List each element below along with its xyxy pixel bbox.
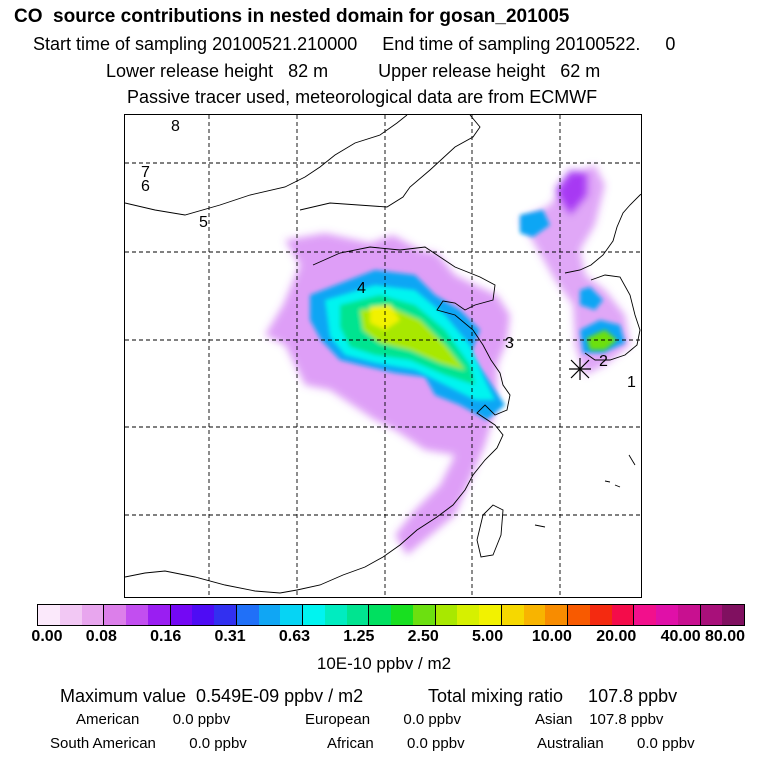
map-panel: 8 7 6 5 4 3 2 1 (124, 114, 642, 598)
upper-release-height: Upper release height 62 m (378, 61, 601, 81)
colorbar (37, 604, 745, 626)
trajectory-label-1: 1 (627, 374, 636, 391)
plot-title: CO source contributions in nested domain… (14, 6, 570, 27)
trajectory-label-7: 7 (141, 164, 150, 181)
colorbar-tick-label: 10.00 (531, 628, 572, 645)
trajectory-label-6: 6 (141, 178, 150, 195)
colorbar-segment (501, 605, 524, 625)
receptor-marker (569, 358, 591, 380)
colorbar-segment (677, 605, 701, 625)
colorbar-tick-label: 0.31 (214, 628, 246, 645)
colorbar-segment (479, 605, 502, 625)
colorbar-segment (214, 605, 237, 625)
colorbar-segment (523, 605, 546, 625)
total-mixing-ratio: Total mixing ratio 107.8 ppbv (428, 686, 678, 706)
japan-islands (534, 454, 636, 528)
colorbar-tick-label: 1.25 (343, 628, 375, 645)
colorbar-tick-label: 0.63 (278, 628, 311, 645)
colorbar-segment (59, 605, 82, 625)
colorbar-segment (412, 605, 436, 625)
end-time: End time of sampling 20100522. 0 (382, 34, 676, 54)
colorbar-tick-label: 20.00 (596, 628, 637, 645)
colorbar-tick-label: 80.00 (704, 628, 746, 645)
colorbar-segment (568, 605, 590, 625)
asian-contribution: Asian 107.8 ppbv (535, 711, 664, 728)
colorbar-segment (457, 605, 479, 625)
bohai-coast (125, 246, 511, 594)
colorbar-segment (634, 605, 656, 625)
max-value: Maximum value 0.549E-09 ppbv / m2 (60, 686, 364, 706)
colorbar-segment (81, 605, 105, 625)
colorbar-tick-label: 0.16 (150, 628, 182, 645)
colorbar-segment (700, 605, 723, 625)
european-contribution: European 0.0 ppbv (305, 711, 461, 728)
colorbar-segment (170, 605, 193, 625)
trajectory-label-8: 8 (171, 118, 180, 135)
colorbar-segment (303, 605, 325, 625)
colorbar-segment (435, 605, 458, 625)
plume-north (555, 170, 587, 215)
colorbar-tick-label: 0.00 (31, 628, 63, 645)
colorbar-segment (722, 605, 744, 625)
korea-coast (564, 193, 641, 274)
colorbar-segment (391, 605, 413, 625)
colorbar-tick-label: 2.50 (407, 628, 439, 645)
colorbar-unit: 10E-10 ppbv / m2 (316, 654, 452, 673)
lower-release-height: Lower release height 82 m (106, 61, 329, 81)
colorbar-segment (236, 605, 259, 625)
colorbar-segment (126, 605, 148, 625)
mongolia-border (125, 115, 408, 216)
colorbar-segment (324, 605, 347, 625)
china-korea-border (299, 115, 481, 211)
sampling-times: Start time of sampling 20100521.210000 E… (33, 34, 675, 55)
colorbar-segment (38, 605, 60, 625)
colorbar-segment (280, 605, 303, 625)
map-canvas: 8 7 6 5 4 3 2 1 (125, 115, 641, 597)
colorbar-segment (589, 605, 612, 625)
colorbar-segment (656, 605, 678, 625)
trajectory-label-2: 2 (599, 353, 608, 370)
colorbar-tick-label: 0.08 (85, 628, 117, 645)
colorbar-segment (611, 605, 635, 625)
colorbar-segment (545, 605, 568, 625)
trajectory-label-5: 5 (199, 214, 208, 231)
start-time: Start time of sampling 20100521.210000 (33, 34, 358, 54)
colorbar-segment (104, 605, 126, 625)
south-american-contribution: South American 0.0 ppbv (50, 735, 247, 752)
tracer-note: Passive tracer used, meteorological data… (127, 87, 598, 107)
colorbar-segment (346, 605, 370, 625)
colorbar-segment (147, 605, 171, 625)
colorbar-tick-label: 5.00 (471, 628, 504, 645)
coastlines (125, 115, 641, 594)
lat-lon-grid (125, 115, 641, 597)
colorbar-segment (192, 605, 214, 625)
trajectory-label-4: 4 (357, 280, 366, 297)
colorbar-segment (369, 605, 391, 625)
colorbar-tick-label: 40.00 (660, 628, 701, 645)
african-contribution: African 0.0 ppbv (327, 735, 465, 752)
korea-east (584, 274, 641, 361)
plume-core (325, 285, 617, 400)
american-contribution: American 0.0 ppbv (76, 711, 231, 728)
australian-contribution: Australian 0.0 ppbv (537, 735, 695, 752)
colorbar-segment (258, 605, 281, 625)
taiwan (476, 504, 504, 558)
release-heights: Lower release height 82 m Upper release … (106, 61, 600, 82)
trajectory-label-3: 3 (505, 335, 514, 352)
